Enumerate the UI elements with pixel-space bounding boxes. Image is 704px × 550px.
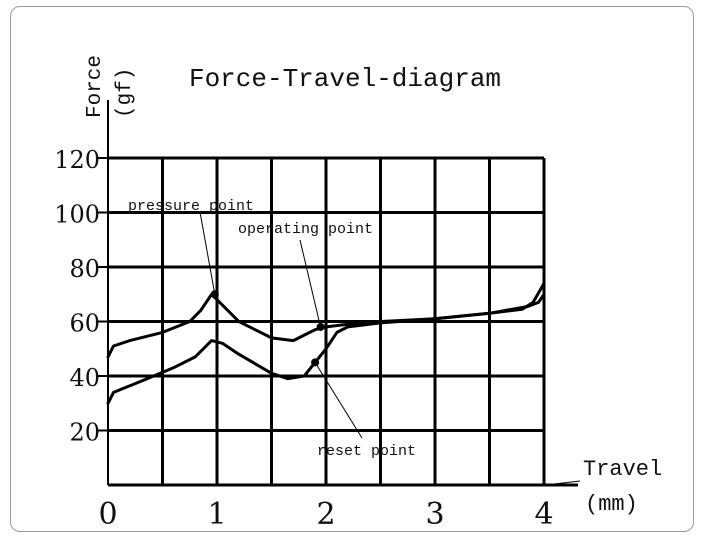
x-axis-label: Travel	[583, 457, 662, 482]
chart-title: Force-Travel-diagram	[189, 64, 501, 94]
chart-frame	[10, 6, 694, 532]
pressure-point-label: pressure point	[128, 198, 254, 215]
x-axis-leader	[545, 480, 581, 486]
operating-point-marker	[316, 322, 325, 331]
operating-point-label: operating point	[238, 221, 373, 238]
x-tick-label: 0	[98, 497, 117, 532]
return-force-curve	[106, 292, 546, 405]
pressure-point-marker	[210, 290, 219, 299]
y-tick-label: 120	[54, 146, 100, 174]
x-tick-label: 4	[534, 497, 553, 532]
reset-point-label: reset point	[317, 443, 416, 460]
pressure-point-leader	[199, 211, 216, 295]
reset-point-marker	[311, 358, 320, 367]
y-tick-label: 80	[69, 255, 100, 283]
y-axis-label: Force	[84, 55, 107, 118]
x-tick-label: 2	[316, 497, 335, 532]
y-axis-unit: (gf)	[114, 68, 137, 118]
y-tick-label: 60	[69, 310, 100, 338]
x-tick-label: 3	[425, 497, 444, 532]
y-tick-label: 20	[69, 419, 100, 447]
x-tick-label: 1	[207, 497, 226, 532]
x-axis-unit: (mm)	[585, 492, 638, 517]
operating-point-leader	[299, 239, 322, 328]
y-tick-label: 40	[69, 364, 100, 392]
y-tick-label: 100	[54, 201, 100, 229]
reset-point-leader	[314, 362, 363, 439]
